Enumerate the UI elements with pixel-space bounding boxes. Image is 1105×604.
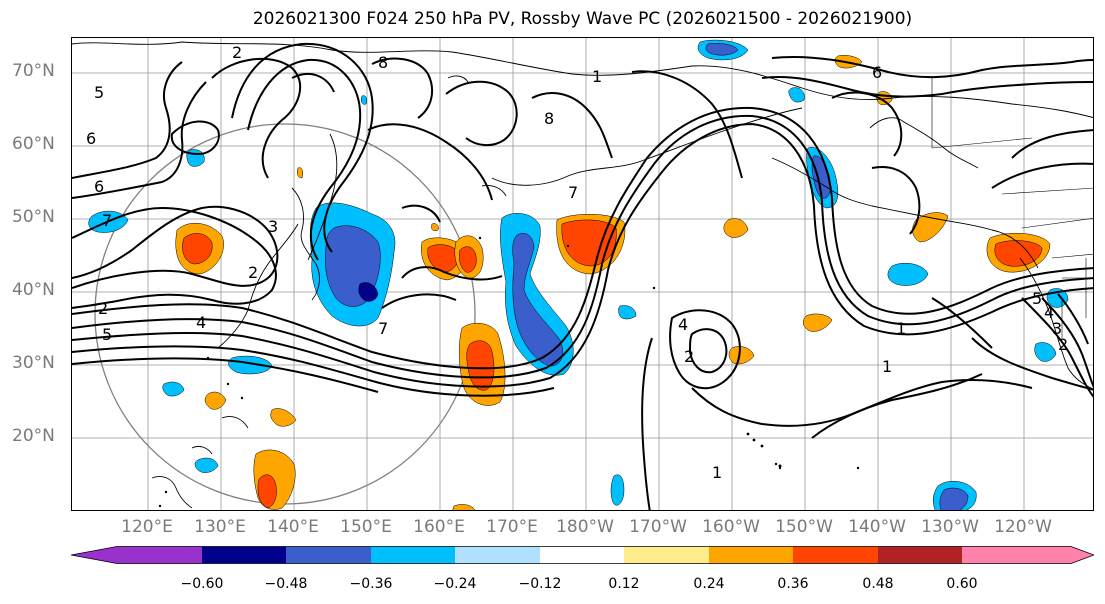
pv-contours <box>72 42 1093 510</box>
contour-label: 4 <box>678 315 688 334</box>
colorbar-segment <box>793 546 878 564</box>
colorbar-tick: 0.24 <box>693 576 725 592</box>
colorbar-tick: 0.36 <box>777 576 809 592</box>
colorbar-segment <box>878 546 962 564</box>
contour-label: 5 <box>102 325 112 344</box>
lat-label-30n: 30°N <box>12 353 55 373</box>
contour-label: 7 <box>378 319 388 338</box>
lat-label-50n: 50°N <box>12 207 55 227</box>
colorbar-segment <box>286 546 371 564</box>
contour-label: 8 <box>544 109 554 128</box>
contour-label: 4 <box>196 313 206 332</box>
lon-label: 140°E <box>267 517 319 537</box>
colorbar <box>71 546 1094 564</box>
lon-label: 170°W <box>629 517 687 537</box>
colorbar-segment <box>540 546 624 564</box>
contour-label: 4 <box>1044 303 1054 322</box>
contour-label: 3 <box>1052 319 1062 338</box>
lon-label: 180°W <box>556 517 614 537</box>
contour-label: 3 <box>268 217 278 236</box>
contour-label: 1 <box>882 357 892 376</box>
contour-label: 6 <box>86 129 96 148</box>
map-panel: 5 6 6 7 2 2 5 4 3 2 1 1 1 7 8 8 6 4 2 7 … <box>71 37 1094 511</box>
lon-label: 170°E <box>486 517 538 537</box>
lat-label-70n: 70°N <box>12 61 55 81</box>
chart-title: 2026021300 F024 250 hPa PV, Rossby Wave … <box>252 9 913 29</box>
contour-label: 2 <box>232 43 242 62</box>
contour-label: 2 <box>98 299 108 318</box>
colorbar-tick: −0.24 <box>433 576 477 592</box>
lon-label: 160°E <box>413 517 465 537</box>
lon-label: 120°E <box>121 517 173 537</box>
contour-label: 2 <box>1058 335 1068 354</box>
colorbar-segment <box>371 546 455 564</box>
contour-label: 8 <box>378 53 388 72</box>
contour-label: 6 <box>872 63 882 82</box>
political-borders <box>931 78 1093 338</box>
colorbar-tick: −0.60 <box>180 576 224 592</box>
colorbar-segment <box>709 546 793 564</box>
lon-label: 120°W <box>994 517 1052 537</box>
colorbar-segment <box>962 546 1094 564</box>
lon-label: 150°W <box>775 517 833 537</box>
contour-label: 6 <box>94 177 104 196</box>
contour-label: 1 <box>592 67 602 86</box>
lon-label: 150°E <box>340 517 392 537</box>
lon-label: 140°W <box>848 517 906 537</box>
lat-label-60n: 60°N <box>12 134 55 154</box>
contour-label-layer: 5 6 6 7 2 2 5 4 3 2 1 1 1 7 8 8 6 4 2 7 … <box>86 43 1068 482</box>
lat-label-40n: 40°N <box>12 280 55 300</box>
contour-label: 2 <box>684 347 694 366</box>
contour-label: 1 <box>712 463 722 482</box>
contour-label: 5 <box>94 83 104 102</box>
lon-label: 130°E <box>194 517 246 537</box>
islands <box>158 236 860 508</box>
colorbar-tick: 0.60 <box>946 576 978 592</box>
colorbar-tick: 0.48 <box>862 576 894 592</box>
colorbar-segment <box>202 546 286 564</box>
contour-label: 7 <box>568 183 578 202</box>
coastlines <box>72 41 1093 509</box>
contour-label: 2 <box>248 263 258 282</box>
contour-label: 7 <box>102 211 112 230</box>
colorbar-segment <box>71 546 202 564</box>
range-ring <box>94 123 476 505</box>
colorbar-segment <box>455 546 540 564</box>
positive-anomaly-shading <box>175 55 1051 510</box>
contour-label: 5 <box>1032 289 1042 308</box>
lon-label: 160°W <box>702 517 760 537</box>
negative-anomaly-shading <box>88 39 1069 510</box>
lat-label-20n: 20°N <box>12 426 55 446</box>
lon-label: 130°W <box>921 517 979 537</box>
colorbar-tick: 0.12 <box>608 576 640 592</box>
colorbar-segment <box>624 546 709 564</box>
colorbar-tick: −0.12 <box>518 576 562 592</box>
contour-label: 1 <box>896 319 906 338</box>
graticule <box>72 38 1093 510</box>
map-canvas: 5 6 6 7 2 2 5 4 3 2 1 1 1 7 8 8 6 4 2 7 … <box>72 38 1093 510</box>
colorbar-tick: −0.48 <box>264 576 308 592</box>
colorbar-tick: −0.36 <box>349 576 393 592</box>
